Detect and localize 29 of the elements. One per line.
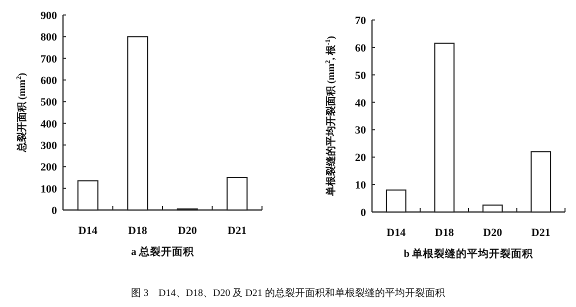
y-tick-label: 600 — [40, 75, 58, 87]
y-tick-label: 40 — [355, 97, 366, 110]
y-tick-label: 30 — [355, 124, 366, 137]
y-tick-label: 900 — [40, 10, 58, 22]
y-tick-label: 50 — [355, 70, 366, 82]
y-tick-label: 100 — [40, 183, 58, 196]
y-tick-label: 300 — [40, 140, 58, 152]
y-tick-label: 500 — [40, 96, 58, 109]
text: b 单根裂缝的平均开裂面积 — [404, 247, 534, 260]
text: a 总裂开面积 — [131, 245, 195, 258]
caption: 图 3 D14、D18、D20 及 D21 的总裂开面积和单根裂缝的平均开裂面积 — [131, 287, 445, 299]
y-tick-label: 20 — [355, 152, 366, 164]
y-tick-label: 0 — [360, 207, 366, 219]
y-tick-label: 800 — [40, 32, 58, 44]
y-tick-label: 70 — [355, 15, 366, 27]
y-tick-label: 400 — [40, 118, 58, 130]
x-tick-label: D18 — [434, 227, 454, 239]
y-tick-label: 200 — [40, 162, 58, 174]
x-tick-label: D20 — [483, 227, 503, 239]
y-tick-label: 60 — [355, 42, 366, 54]
x-tick-label: D14 — [78, 225, 98, 237]
x-tick-label: D21 — [228, 225, 247, 237]
x-tick-label: D18 — [128, 225, 148, 237]
y-tick-label: 0 — [52, 205, 58, 217]
y-tick-label: 700 — [40, 53, 58, 66]
x-tick-label: D20 — [178, 225, 198, 237]
y-tick-label: 10 — [355, 180, 366, 192]
x-tick-label: D14 — [386, 227, 406, 239]
x-tick-label: D21 — [531, 227, 550, 239]
